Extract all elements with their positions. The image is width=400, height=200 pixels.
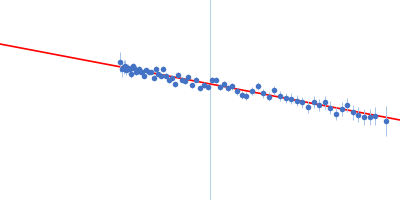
- Point: [266, 95, 272, 98]
- Point: [217, 85, 223, 88]
- Point: [288, 97, 294, 100]
- Point: [138, 70, 144, 73]
- Point: [172, 83, 178, 86]
- Point: [175, 73, 182, 76]
- Point: [134, 69, 141, 72]
- Point: [229, 85, 235, 88]
- Point: [125, 67, 131, 70]
- Point: [131, 66, 138, 69]
- Point: [148, 70, 154, 74]
- Point: [249, 89, 255, 92]
- Point: [160, 67, 166, 71]
- Point: [225, 86, 231, 89]
- Point: [254, 85, 261, 88]
- Point: [333, 112, 339, 115]
- Point: [201, 83, 207, 86]
- Point: [158, 74, 164, 77]
- Point: [136, 67, 142, 71]
- Point: [130, 65, 136, 68]
- Point: [322, 101, 328, 104]
- Point: [122, 65, 128, 68]
- Point: [166, 79, 172, 82]
- Point: [260, 92, 266, 95]
- Point: [155, 72, 162, 75]
- Point: [213, 78, 219, 81]
- Point: [234, 90, 240, 93]
- Point: [163, 74, 169, 77]
- Point: [128, 73, 134, 76]
- Point: [182, 80, 188, 83]
- Point: [139, 70, 146, 73]
- Point: [153, 67, 159, 70]
- Point: [282, 96, 289, 100]
- Point: [361, 115, 367, 118]
- Point: [143, 69, 150, 72]
- Point: [150, 76, 157, 79]
- Point: [305, 105, 311, 108]
- Point: [123, 69, 130, 72]
- Point: [366, 116, 373, 119]
- Point: [355, 113, 362, 116]
- Point: [146, 70, 152, 74]
- Point: [178, 78, 185, 81]
- Point: [197, 87, 203, 90]
- Point: [299, 101, 306, 104]
- Point: [169, 76, 175, 79]
- Point: [121, 66, 127, 69]
- Point: [316, 103, 322, 107]
- Point: [117, 60, 123, 63]
- Point: [205, 86, 211, 89]
- Point: [338, 108, 345, 111]
- Point: [383, 119, 389, 122]
- Point: [193, 78, 199, 81]
- Point: [271, 89, 278, 92]
- Point: [327, 106, 334, 109]
- Point: [221, 82, 227, 86]
- Point: [185, 75, 191, 78]
- Point: [277, 95, 283, 98]
- Point: [141, 74, 147, 77]
- Point: [209, 78, 215, 81]
- Point: [238, 93, 245, 97]
- Point: [119, 67, 125, 70]
- Point: [133, 70, 139, 73]
- Point: [294, 99, 300, 102]
- Point: [310, 100, 317, 104]
- Point: [344, 103, 350, 106]
- Point: [350, 111, 356, 114]
- Point: [126, 67, 133, 70]
- Point: [372, 115, 378, 118]
- Point: [189, 84, 195, 87]
- Point: [243, 95, 250, 98]
